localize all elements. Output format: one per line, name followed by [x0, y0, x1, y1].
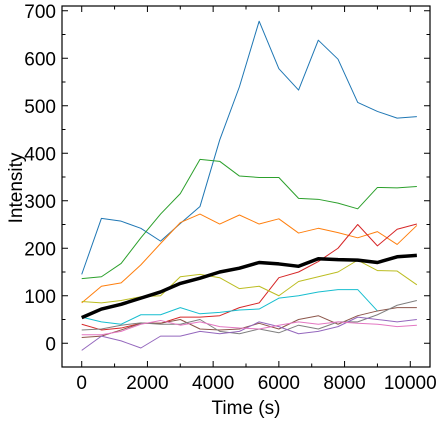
series-line-6: [81, 289, 378, 325]
y-tick-label: 500: [24, 97, 56, 118]
y-tick-label: 400: [24, 144, 56, 165]
y-tick-label: 0: [45, 334, 56, 355]
x-tick-label: 6000: [258, 373, 300, 394]
series-line-10: [81, 319, 417, 336]
series-line-2: [81, 158, 417, 280]
x-tick-label: 2000: [126, 373, 168, 394]
series-line-7: [81, 307, 417, 339]
series-line-8: [81, 300, 417, 335]
series-line-1: [81, 20, 417, 275]
series-layer: [81, 20, 418, 351]
y-tick-label: 100: [24, 287, 56, 308]
x-tick-label: 0: [76, 373, 87, 394]
plot-frame: [61, 5, 431, 368]
series-line-9: [81, 316, 417, 351]
y-tick-label: 300: [24, 192, 56, 213]
y-tick-label: 700: [24, 2, 56, 23]
x-tick-label: 10000: [384, 373, 437, 394]
y-tick-label: 200: [24, 239, 56, 260]
y-tick-label: 600: [24, 49, 56, 70]
y-axis-label: Intensity: [6, 152, 27, 223]
x-tick-label: 8000: [323, 373, 365, 394]
ticks-layer: 0 2000 4000 6000 8000 10000 0 100 200 300 400 500 60…: [24, 2, 436, 394]
series-line-3: [81, 213, 418, 304]
x-axis-label: Time (s): [212, 398, 281, 419]
x-tick-label: 4000: [192, 373, 234, 394]
mean-series-line: [81, 253, 417, 320]
